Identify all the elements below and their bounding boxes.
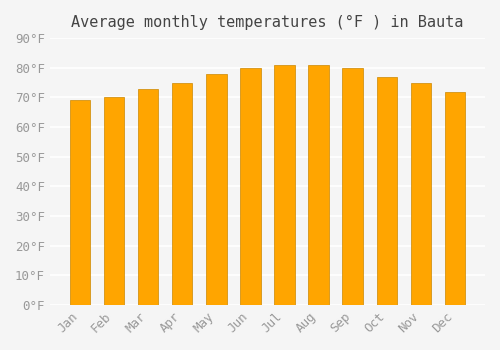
Title: Average monthly temperatures (°F ) in Bauta: Average monthly temperatures (°F ) in Ba…: [71, 15, 464, 30]
Bar: [70, 100, 90, 305]
Bar: [172, 83, 193, 305]
Bar: [342, 68, 363, 305]
Bar: [308, 65, 329, 305]
Bar: [274, 65, 294, 305]
Bar: [376, 77, 397, 305]
Bar: [206, 74, 227, 305]
Bar: [240, 68, 260, 305]
Bar: [104, 97, 124, 305]
Bar: [138, 89, 158, 305]
Bar: [445, 91, 465, 305]
Bar: [410, 83, 431, 305]
